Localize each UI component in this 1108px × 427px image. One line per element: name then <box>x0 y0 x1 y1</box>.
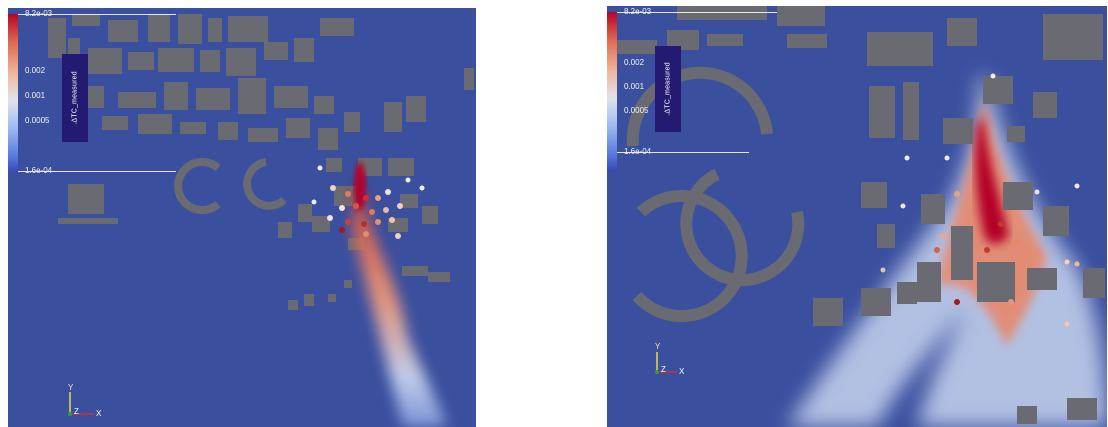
right-sensor-points <box>880 73 1080 327</box>
left-colorbar-min-line <box>18 171 176 172</box>
right-colorbar-tick-label: 0.0005 <box>624 106 649 115</box>
right-colorbar-min-label: 1.6e-04 <box>624 147 652 156</box>
right-axis-x-label: X <box>679 367 685 376</box>
left-colorbar-title: .ΔTC_measured <box>62 54 88 142</box>
right-scene <box>607 6 1107 427</box>
left-axis-y-label: Y <box>68 383 74 392</box>
left-colorbar-tick-label: 0.0005 <box>25 116 50 125</box>
right-colorbar-max-label: 8.2e-03 <box>624 7 652 16</box>
right-ring-features <box>626 66 805 323</box>
left-buildings <box>48 14 474 310</box>
left-axis-z-label: Z <box>74 407 79 416</box>
left-render-view[interactable]: 8.2e-03 0.002 0.001 0.0005 1.6e-04 .ΔTC_… <box>8 8 476 427</box>
right-colorbar-max-line <box>617 12 777 13</box>
left-colorbar-min-label: 1.6e-04 <box>25 166 53 175</box>
right-colorbar-tick-label: 0.002 <box>624 58 645 67</box>
left-colorbar-tick-label: 0.001 <box>25 91 46 100</box>
right-colorbar <box>607 12 617 169</box>
left-colorbar-max-line <box>18 14 176 15</box>
right-axis-z-label: Z <box>661 365 666 374</box>
right-buildings <box>617 6 1105 424</box>
left-colorbar-tick-label: 0.002 <box>25 66 46 75</box>
left-ring-features <box>174 158 287 214</box>
left-axis-x-label: X <box>96 409 102 418</box>
right-axis-y-label: Y <box>655 342 661 351</box>
right-colorbar-min-line <box>617 152 749 153</box>
right-colorbar-tick-label: 0.001 <box>624 82 645 91</box>
right-colorbar-title: .ΔTC_measured <box>655 46 681 132</box>
right-plume <box>787 76 1107 427</box>
left-orientation-axes: Y X Z <box>62 384 106 418</box>
left-colorbar-max-label: 8.2e-03 <box>25 9 53 18</box>
right-render-view[interactable]: 8.2e-03 0.002 0.001 0.0005 1.6e-04 .ΔTC_… <box>607 6 1107 427</box>
right-orientation-axes: Y X Z <box>649 342 693 376</box>
left-colorbar <box>8 14 18 171</box>
left-sensor-points <box>311 165 425 239</box>
